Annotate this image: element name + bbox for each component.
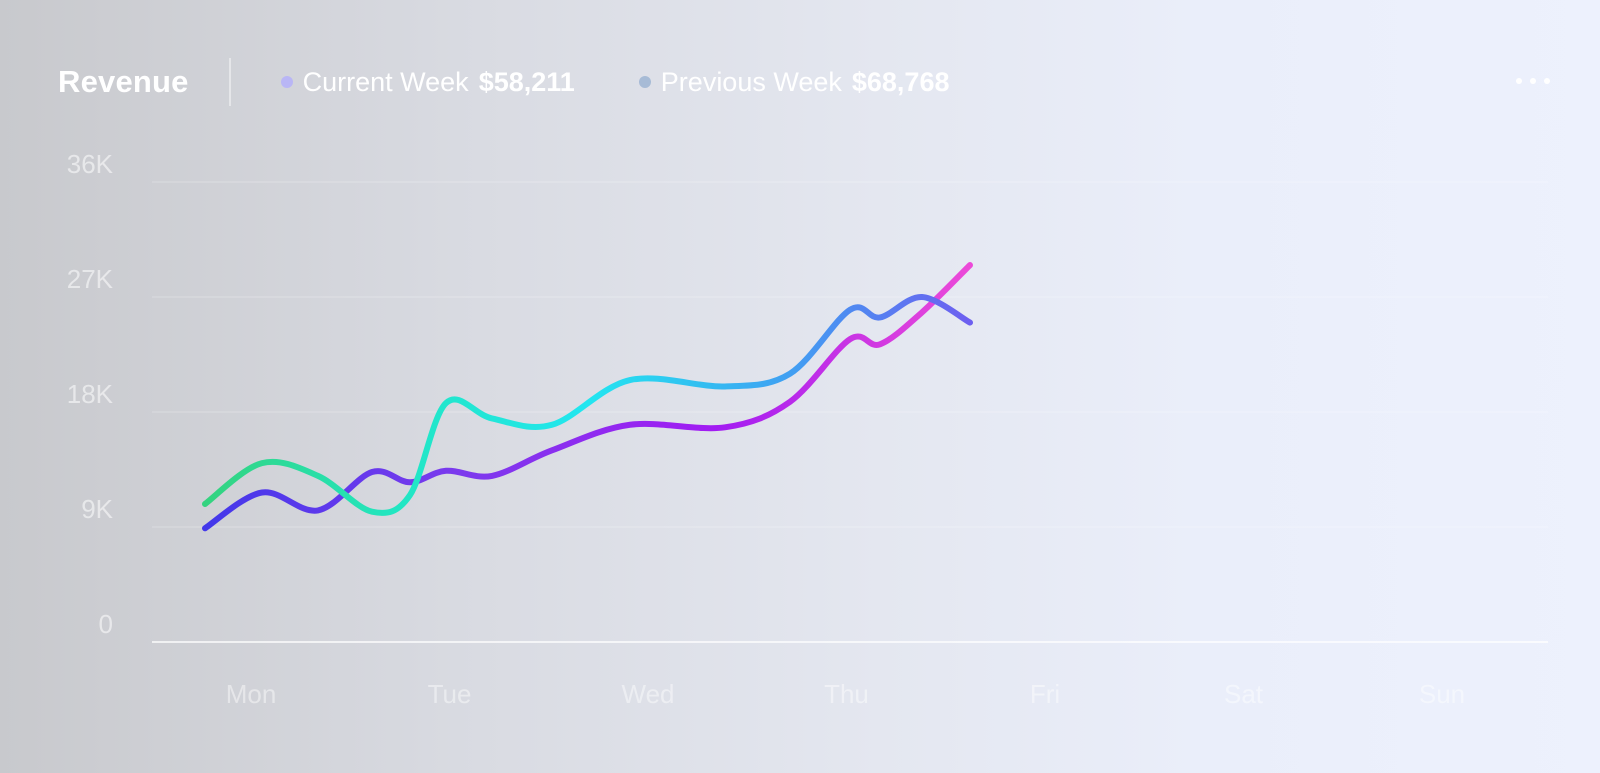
legend-dot-icon — [638, 76, 651, 88]
x-tick-label: Wed — [622, 679, 675, 709]
x-tick-label: Sat — [1224, 679, 1264, 709]
legend-label: Previous Week — [660, 66, 842, 97]
legend-value: $68,768 — [851, 66, 950, 97]
y-tick-label: 27K — [67, 264, 114, 294]
legend-dot-icon — [280, 76, 293, 88]
grid-lines — [152, 181, 1548, 643]
x-tick-label: Mon — [226, 679, 277, 709]
x-tick-label: Fri — [1030, 679, 1060, 709]
y-axis-ticks: 0 9K 18K 27K 36K — [67, 149, 114, 639]
card-header: Revenue Current Week $58,211 Previous We… — [58, 58, 1550, 106]
menu-dot — [1544, 78, 1550, 84]
legend-current-week[interactable]: Current Week $58,211 — [280, 66, 575, 98]
x-axis-ticks: Mon Tue Wed Thu Fri Sat Sun — [226, 679, 1465, 709]
menu-dot — [1516, 78, 1522, 84]
card-title: Revenue — [58, 64, 189, 99]
series-line-previous-week[interactable] — [202, 294, 973, 516]
header-divider — [228, 58, 231, 106]
y-tick-label: 18K — [67, 379, 114, 409]
x-tick-label: Sun — [1419, 679, 1465, 709]
series-line-current-week[interactable] — [202, 262, 973, 532]
series-lines — [202, 262, 973, 532]
y-tick-label: 36K — [67, 149, 114, 179]
menu-dot — [1530, 78, 1536, 84]
x-tick-label: Tue — [428, 679, 472, 709]
legend-previous-week[interactable]: Previous Week $68,768 — [638, 66, 950, 98]
legend-value: $58,211 — [478, 66, 575, 97]
x-tick-label: Thu — [824, 679, 869, 709]
more-horizontal-icon[interactable] — [1516, 66, 1550, 96]
y-tick-label: 9K — [81, 494, 113, 524]
y-tick-label: 0 — [99, 609, 113, 639]
legend-label: Current Week — [302, 66, 469, 97]
